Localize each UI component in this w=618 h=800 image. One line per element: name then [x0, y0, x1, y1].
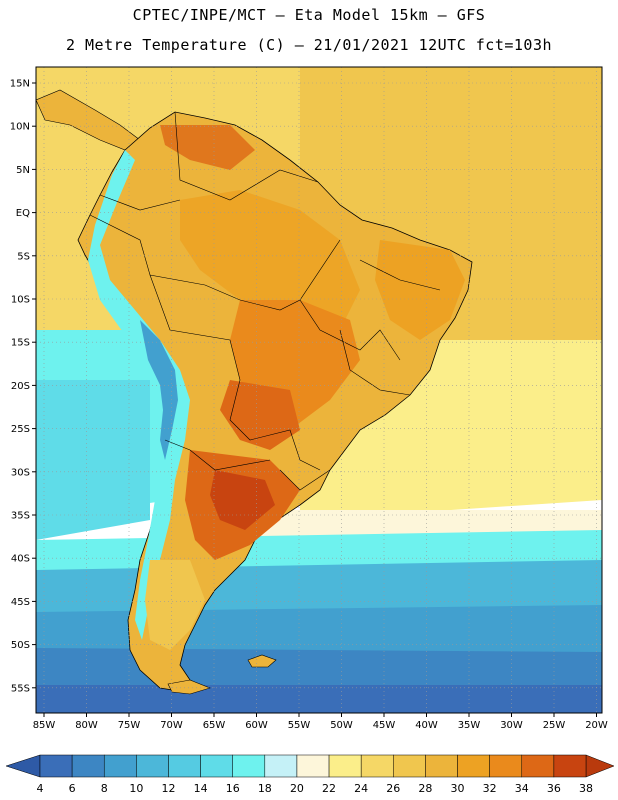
pampas-core-hot: [210, 470, 275, 530]
lat-label: 30S: [11, 467, 30, 478]
colorbar-swatch: [71, 754, 105, 778]
lon-label: 60W: [245, 720, 268, 731]
colorbar-label: 32: [483, 782, 497, 795]
colorbar-swatch: [103, 754, 137, 778]
lat-label: 5N: [16, 165, 30, 176]
ocean-band-atlantic-24: [300, 420, 602, 520]
colorbar-swatch: [328, 754, 362, 778]
lat-label: 10S: [11, 295, 30, 306]
colorbar: 4 6 8 10 12 14 16 18 20 22 24 26 28 30 32 34 36 38: [5, 754, 615, 795]
colorbar-label: 14: [194, 782, 208, 795]
temperature-map: 15N 10N 5N EQ 5S 10S 15S 20S 25S 30S 35S 40S 45S 50S 5…: [10, 66, 608, 731]
tierra-del-fuego: [167, 679, 211, 695]
lat-label: 15S: [11, 338, 30, 349]
colorbar-swatch: [457, 754, 490, 778]
lon-label: 30W: [500, 720, 523, 731]
colorbar-swatch: [425, 754, 458, 778]
andes-cold-core: [140, 320, 178, 460]
colorbar-label: 36: [547, 782, 561, 795]
colorbar-label: 38: [579, 782, 593, 795]
lat-label: 50S: [11, 640, 30, 651]
colorbar-swatch: [232, 754, 266, 778]
lon-label: 85W: [33, 720, 56, 731]
latitude-labels: 15N 10N 5N EQ 5S 10S 15S 20S 25S 30S 35S 40S 45S 50S 5…: [10, 79, 36, 694]
colorbar-label: 30: [451, 782, 465, 795]
colorbar-swatch: [393, 754, 426, 778]
colorbar-label: 26: [386, 782, 400, 795]
lat-label: 20S: [11, 381, 30, 392]
lon-label: 40W: [415, 720, 438, 731]
colorbar-label: 18: [258, 782, 272, 795]
colorbar-label: 16: [226, 782, 240, 795]
lon-label: 55W: [288, 720, 311, 731]
colorbar-label: 22: [322, 782, 336, 795]
colorbar-label: 6: [69, 782, 76, 795]
colorbar-label: 8: [101, 782, 108, 795]
lon-label: 75W: [118, 720, 141, 731]
map-title-line-2: 2 Metre Temperature (C) – 21/01/2021 12U…: [65, 36, 553, 54]
lat-label: 25S: [11, 424, 30, 435]
colorbar-swatch: [39, 754, 73, 778]
colorbar-swatch: [553, 754, 587, 778]
lon-label: 80W: [75, 720, 98, 731]
colorbar-label: 28: [418, 782, 432, 795]
colorbar-label: 12: [161, 782, 175, 795]
lon-label: 25W: [543, 720, 566, 731]
map-title-line-1: CPTEC/INPE/MCT – Eta Model 15km – GFS: [132, 6, 486, 24]
lon-label: 20W: [585, 720, 608, 731]
colorbar-swatch: [200, 754, 233, 778]
lon-label: 50W: [330, 720, 353, 731]
longitude-labels: 85W 80W 75W 70W 65W 60W 55W 50W 45W 40W 35W 30W 25W 2…: [33, 713, 608, 731]
colorbar-swatch: [264, 754, 298, 778]
colorbar-swatch: [489, 754, 523, 778]
lon-label: 45W: [373, 720, 396, 731]
andes-cool-ridge: [88, 150, 190, 640]
lat-label: 55S: [11, 683, 30, 694]
lat-label: EQ: [16, 208, 30, 219]
venezuela-warm: [160, 125, 255, 170]
lat-label: 15N: [10, 79, 30, 90]
country-borders: [89, 111, 441, 491]
colorbar-high-arrow: [585, 754, 615, 778]
lat-label: 40S: [11, 554, 30, 565]
patagonia-cool: [145, 560, 205, 650]
colorbar-swatch: [136, 754, 169, 778]
colorbar-swatch: [168, 754, 201, 778]
ocean-band-pacific-14: [36, 380, 150, 540]
lat-label: 45S: [11, 597, 30, 608]
colorbar-label: 34: [515, 782, 529, 795]
lon-label: 35W: [458, 720, 481, 731]
colorbar-swatch: [360, 754, 394, 778]
ocean-band-6: [36, 685, 602, 713]
lat-label: 5S: [17, 251, 30, 262]
amazon-warm-region: [180, 190, 360, 330]
colorbar-low-arrow: [5, 754, 41, 778]
northeast-brazil-warm: [375, 240, 465, 340]
colorbar-label: 24: [354, 782, 368, 795]
lat-label: 35S: [11, 511, 30, 522]
lon-label: 70W: [160, 720, 183, 731]
falkland-islands: [247, 654, 277, 668]
colorbar-label: 4: [37, 782, 44, 795]
colorbar-swatch: [521, 754, 555, 778]
colorbar-swatch: [296, 754, 330, 778]
lat-label: 10N: [10, 122, 30, 133]
map-frame: [35, 66, 603, 714]
colorbar-label: 10: [129, 782, 143, 795]
colorbar-label: 20: [290, 782, 304, 795]
lon-label: 65W: [203, 720, 226, 731]
ocean-band-10: [36, 605, 602, 655]
ocean-band-8: [36, 648, 602, 690]
